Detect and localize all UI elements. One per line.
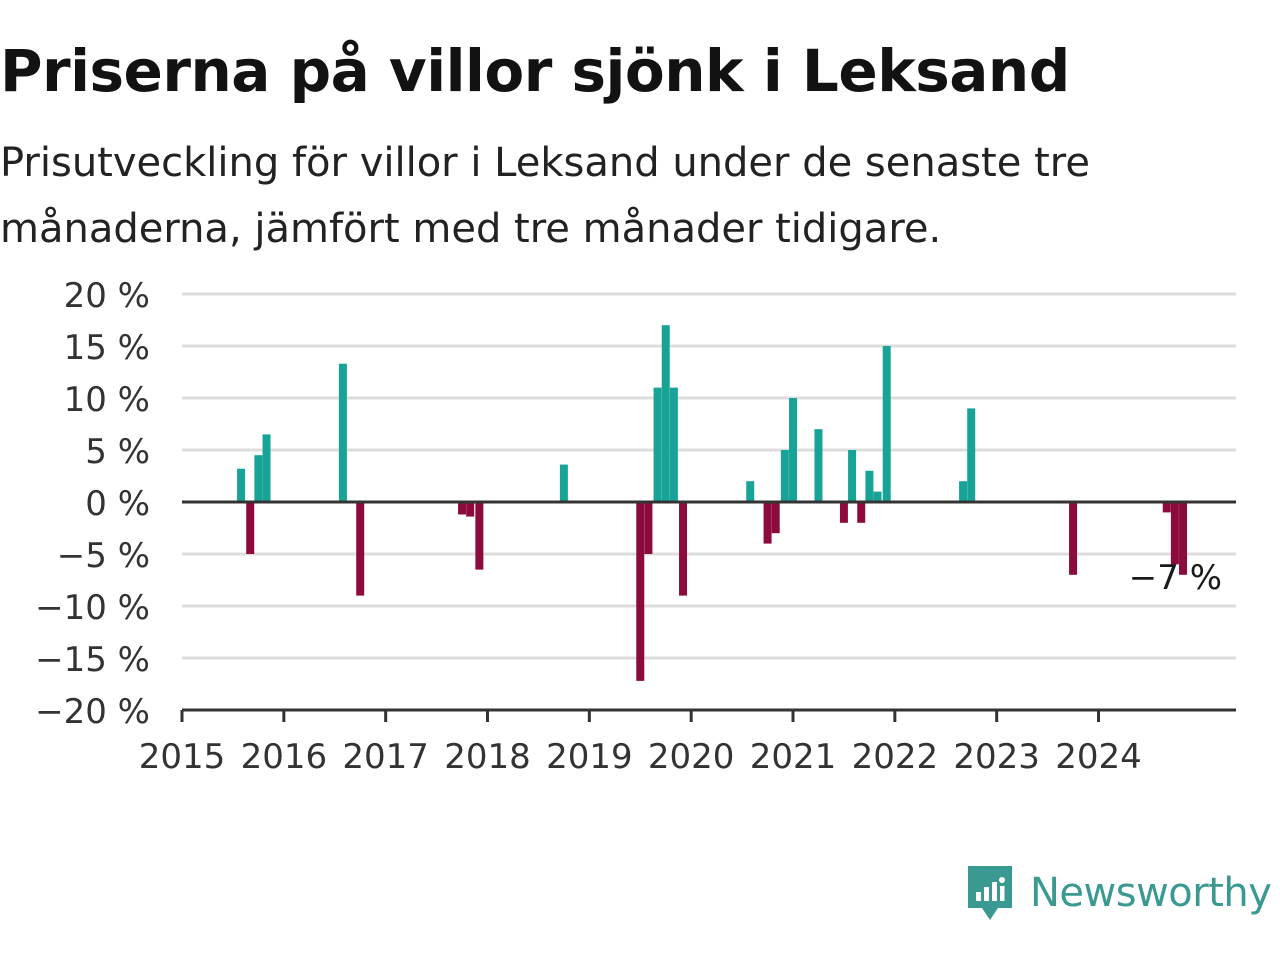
- bar-negative: [1179, 502, 1188, 575]
- x-tick-label: 2016: [241, 737, 328, 777]
- bar-negative: [475, 502, 484, 570]
- axes: [180, 500, 1236, 722]
- bar-positive: [338, 363, 347, 502]
- bar-negative: [466, 502, 475, 517]
- chart-subtitle: Prisutveckling för villor i Leksand unde…: [0, 140, 1090, 252]
- y-tick-label: 15 %: [64, 328, 150, 368]
- brand-name: Newsworthy: [1030, 870, 1272, 916]
- bar-positive: [780, 450, 789, 502]
- bar-negative: [356, 502, 365, 596]
- bar-negative: [458, 502, 467, 515]
- x-tick-label: 2023: [953, 737, 1040, 777]
- brand-logo: Newsworthy: [964, 862, 1272, 924]
- x-tick-label: 2020: [648, 737, 735, 777]
- bar-negative: [839, 502, 848, 523]
- chart-title: Priserna på villor sjönk i Leksand: [0, 37, 1070, 105]
- x-tick-label: 2017: [342, 737, 429, 777]
- bar-positive: [661, 325, 670, 502]
- bar-positive: [814, 429, 823, 502]
- bar-negative: [636, 502, 645, 681]
- bar-negative: [763, 502, 772, 544]
- bar-positive: [789, 398, 798, 502]
- x-tick-label: 2019: [546, 737, 633, 777]
- bar-positive: [653, 387, 662, 502]
- bar-positive: [669, 387, 678, 502]
- y-tick-label: 10 %: [64, 380, 150, 420]
- bars: [237, 325, 1188, 681]
- bar-negative: [1170, 502, 1179, 565]
- bar-negative: [246, 502, 255, 554]
- y-tick-label: −15 %: [35, 640, 150, 680]
- x-tick-label: 2015: [139, 737, 226, 777]
- x-tick-label: 2022: [852, 737, 939, 777]
- bar-positive: [254, 455, 263, 502]
- bar-positive: [873, 491, 882, 502]
- bar-negative: [679, 502, 688, 596]
- y-tick-label: 20 %: [64, 276, 150, 316]
- x-tick-label: 2021: [750, 737, 837, 777]
- bar-negative: [1162, 502, 1171, 513]
- bar-negative: [857, 502, 866, 523]
- bar-negative: [771, 502, 780, 534]
- y-tick-label: −10 %: [35, 588, 150, 628]
- y-tick-label: −20 %: [35, 692, 150, 732]
- tick-labels: 20 % 15 % 10 % 5 % 0 % −5 % −10 % −15 % −20 % 201…: [35, 276, 1222, 777]
- y-tick-label: 5 %: [85, 432, 150, 472]
- bar-negative: [1069, 502, 1078, 575]
- bar-negative: [644, 502, 653, 554]
- bar-positive: [848, 450, 857, 502]
- newsworthy-logo-icon: [968, 866, 1012, 920]
- bar-positive: [865, 470, 874, 502]
- last-value-annotation: −7 %: [1129, 558, 1222, 598]
- x-tick-label: 2018: [444, 737, 531, 777]
- x-tick-label: 2024: [1055, 737, 1142, 777]
- y-tick-label: 0 %: [85, 484, 150, 524]
- bar-positive: [559, 464, 568, 502]
- bar-positive: [967, 408, 976, 502]
- bar-positive: [959, 481, 968, 502]
- bar-positive: [746, 481, 755, 502]
- bar-positive: [262, 434, 271, 502]
- y-tick-label: −5 %: [57, 536, 150, 576]
- bar-positive: [882, 346, 891, 502]
- bar-positive: [237, 468, 246, 502]
